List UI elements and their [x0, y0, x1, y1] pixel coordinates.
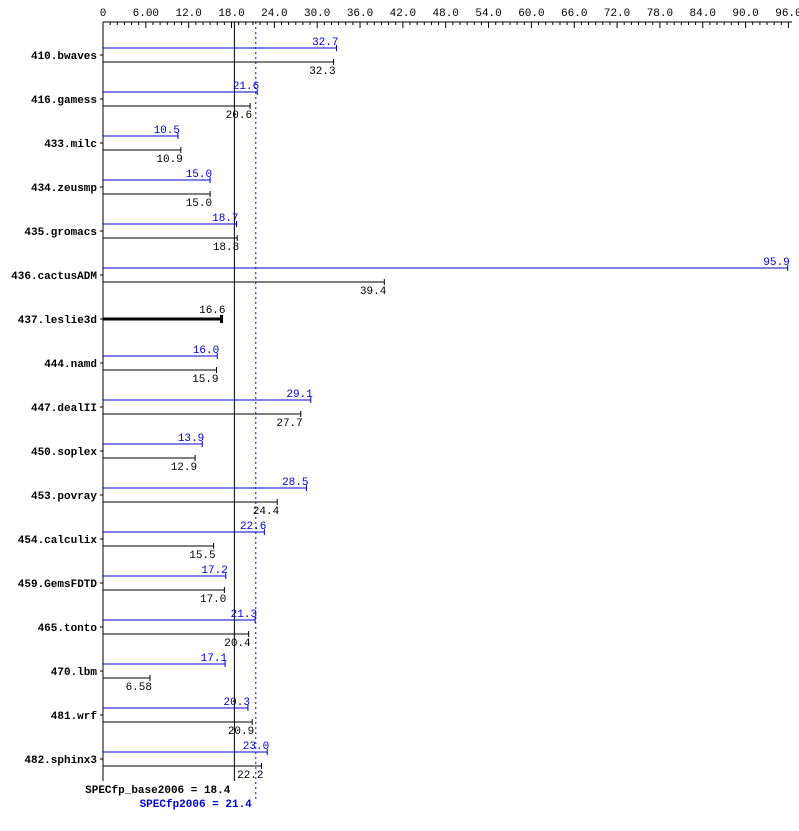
peak-value: 15.0 [186, 169, 212, 181]
peak-value: 16.0 [193, 345, 219, 357]
bench-label: 433.milc [44, 139, 97, 151]
base-value: 20.4 [224, 638, 251, 650]
chart-background [0, 0, 799, 831]
benchmark-chart: 0 6.00 12.0 18.0 24.0 30.0 36.0 42.0 48.0 54.0 60.… [0, 0, 799, 831]
bench-label: 454.calculix [18, 535, 98, 547]
peak-value: 32.7 [312, 37, 338, 49]
bench-label: 459.GemsFDTD [18, 579, 98, 591]
tick-label: 72.0 [604, 8, 630, 20]
peak-value: 10.5 [154, 125, 180, 137]
bench-label: 450.soplex [31, 447, 97, 459]
base-value: 20.9 [228, 726, 254, 738]
base-value: 16.6 [199, 305, 225, 317]
bench-label: 447.dealII [31, 403, 97, 415]
tick-label: 6.00 [133, 8, 159, 20]
base-value: 32.3 [309, 66, 335, 78]
peak-value: 13.9 [178, 433, 204, 445]
tick-label: 60.0 [518, 8, 544, 20]
bench-label: 416.gamess [31, 95, 97, 107]
tick-label: 90.0 [732, 8, 758, 20]
bench-label: 453.povray [31, 491, 97, 503]
base-value: 24.4 [253, 506, 280, 518]
tick-label: 66.0 [561, 8, 587, 20]
peak-value: 21.3 [231, 609, 257, 621]
tick-label: 18.0 [218, 8, 244, 20]
tick-label: 84.0 [690, 8, 716, 20]
base-value: 12.9 [171, 462, 197, 474]
peak-value: 23.0 [243, 741, 269, 753]
peak-value: 21.6 [233, 81, 259, 93]
peak-value: 29.1 [286, 389, 313, 401]
tick-label: 54.0 [475, 8, 501, 20]
base-value: 17.0 [200, 594, 226, 606]
base-value: 20.6 [226, 110, 252, 122]
tick-label: 78.0 [647, 8, 673, 20]
base-value: 22.2 [237, 770, 263, 782]
tick-label: 12.0 [175, 8, 201, 20]
tick-label: 30.0 [304, 8, 330, 20]
bench-label: 465.tonto [38, 623, 98, 635]
bench-label: 482.sphinx3 [24, 755, 97, 767]
peak-value: 22.6 [240, 521, 266, 533]
bench-label: 444.namd [44, 359, 97, 371]
bench-label: 435.gromacs [24, 227, 97, 239]
base-summary: SPECfp_base2006 = 18.4 [85, 785, 231, 797]
bench-label: 410.bwaves [31, 51, 97, 63]
bench-label: 436.cactusADM [11, 271, 97, 283]
base-value: 39.4 [360, 286, 387, 298]
tick-label: 24.0 [261, 8, 287, 20]
peak-value: 18.7 [212, 213, 238, 225]
base-value: 27.7 [276, 418, 302, 430]
peak-summary: SPECfp2006 = 21.4 [140, 799, 253, 811]
peak-value: 95.9 [763, 257, 789, 269]
bench-label: 437.leslie3d [18, 315, 97, 327]
base-value: 18.8 [213, 242, 239, 254]
tick-label: 36.0 [347, 8, 373, 20]
bench-label: 481.wrf [51, 711, 98, 723]
tick-label: 0 [100, 8, 107, 20]
base-value: 15.0 [186, 198, 212, 210]
base-value: 15.9 [192, 374, 218, 386]
base-value: 10.9 [156, 154, 182, 166]
bench-label: 470.lbm [51, 667, 98, 679]
peak-value: 17.2 [201, 565, 227, 577]
base-value: 6.58 [126, 682, 152, 694]
peak-value: 17.1 [201, 653, 228, 665]
peak-value: 28.5 [282, 477, 308, 489]
base-value: 15.5 [189, 550, 215, 562]
bench-label: 434.zeusmp [31, 183, 97, 195]
peak-value: 20.3 [224, 697, 250, 709]
tick-label: 42.0 [390, 8, 416, 20]
tick-label: 96.0 [775, 8, 799, 20]
tick-label: 48.0 [433, 8, 459, 20]
